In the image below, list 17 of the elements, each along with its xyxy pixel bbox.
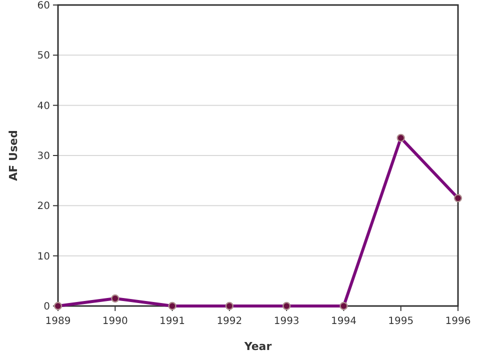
x-tick-label: 1994 <box>330 316 356 327</box>
x-axis-title: Year <box>243 340 272 353</box>
y-tick-label: 0 <box>44 302 50 312</box>
y-tick-label: 60 <box>37 0 50 12</box>
y-axis-title: AF Used <box>7 130 20 181</box>
x-tick-label: 1993 <box>274 316 300 327</box>
y-tick-label: 20 <box>37 201 50 212</box>
y-tick-label: 40 <box>37 100 50 112</box>
x-tick-label: 1989 <box>45 316 71 327</box>
x-tick-label: 1990 <box>102 316 128 327</box>
x-tick-label: 1991 <box>160 316 186 327</box>
y-tick-label: 50 <box>37 50 50 62</box>
x-tick-label: 1995 <box>388 316 414 327</box>
x-tick-label: 1992 <box>216 316 242 327</box>
x-tick-label: 1996 <box>445 316 471 327</box>
y-tick-label: 10 <box>37 251 50 262</box>
y-tick-label: 30 <box>37 151 50 162</box>
